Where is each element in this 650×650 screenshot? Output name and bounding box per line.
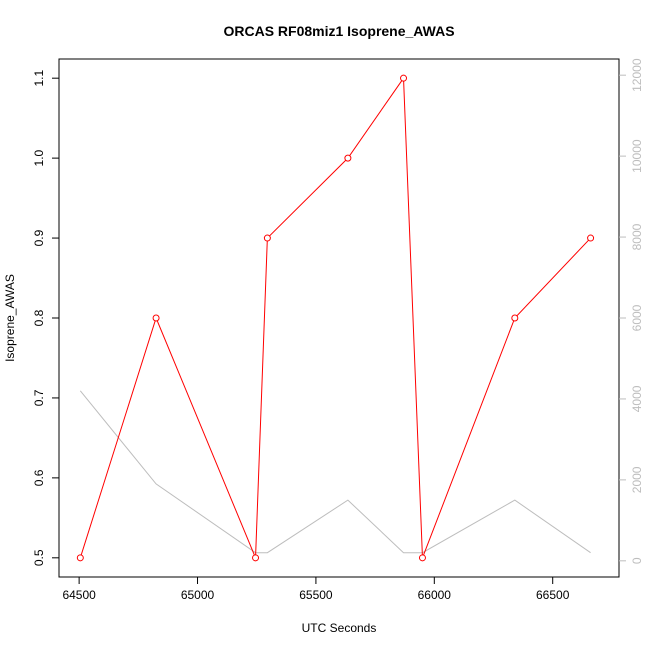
y-tick-label: 0.9 (32, 229, 46, 246)
x-tick-label: 66000 (418, 588, 452, 602)
x-axis-label: UTC Seconds (302, 621, 377, 635)
x-tick-label: 65500 (299, 588, 333, 602)
data-point (418, 554, 426, 562)
x-tick-label: 65000 (181, 588, 215, 602)
y2-tick-label: 6000 (630, 304, 644, 331)
axes: 64500 65000 65500 66000 66500 0.5 0.6 0.7 0.8 0.9… (32, 58, 644, 602)
x-tick-label: 64500 (62, 588, 96, 602)
y-tick-label: 1.0 (32, 149, 46, 166)
data-point (263, 234, 271, 242)
y2-tick-label: 8000 (630, 223, 644, 250)
series (76, 74, 595, 562)
data-point (76, 554, 84, 562)
secondary-series-line (79, 390, 591, 554)
data-point (400, 74, 408, 82)
x-tick-label: 66500 (536, 588, 570, 602)
y2-tick-label: 4000 (630, 385, 644, 412)
data-point (252, 554, 260, 562)
y2-tick-label: 12000 (630, 58, 644, 92)
y-tick-label: 0.5 (32, 549, 46, 566)
data-point (152, 314, 160, 322)
y2-tick-label: 2000 (630, 466, 644, 493)
data-point (511, 314, 519, 322)
y-axis-label: Isoprene_AWAS (3, 274, 17, 362)
y-tick-label: 0.7 (32, 389, 46, 406)
chart-title: ORCAS RF08miz1 Isoprene_AWAS (223, 23, 454, 39)
data-point (344, 154, 352, 162)
y-tick-label: 0.6 (32, 469, 46, 486)
y-tick-label: 0.8 (32, 309, 46, 326)
y-tick-label: 1.1 (32, 70, 46, 87)
data-point (587, 234, 595, 242)
y2-tick-label: 10000 (630, 139, 644, 173)
plot-frame (58, 58, 620, 578)
y2-tick-label: 0 (630, 557, 644, 564)
